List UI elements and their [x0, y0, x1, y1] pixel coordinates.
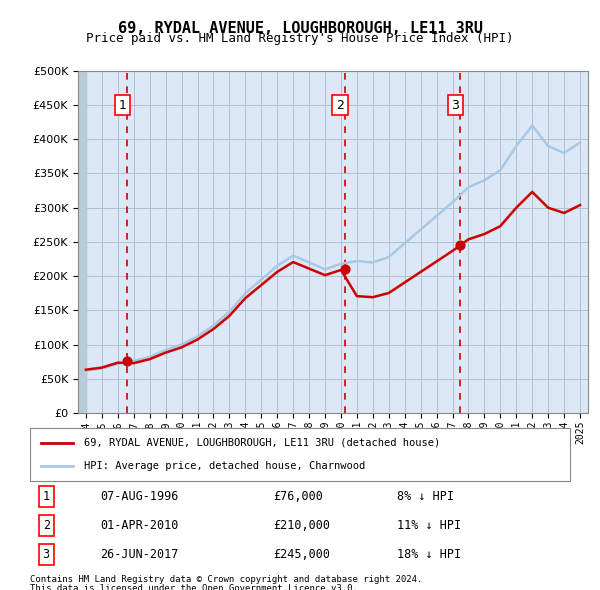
FancyBboxPatch shape	[30, 428, 570, 481]
Text: This data is licensed under the Open Government Licence v3.0.: This data is licensed under the Open Gov…	[30, 584, 358, 590]
Text: 8% ↓ HPI: 8% ↓ HPI	[397, 490, 454, 503]
Text: Contains HM Land Registry data © Crown copyright and database right 2024.: Contains HM Land Registry data © Crown c…	[30, 575, 422, 584]
Point	[455, 241, 465, 250]
Text: 2: 2	[336, 99, 344, 112]
Text: 1: 1	[43, 490, 50, 503]
Text: 69, RYDAL AVENUE, LOUGHBOROUGH, LE11 3RU: 69, RYDAL AVENUE, LOUGHBOROUGH, LE11 3RU	[118, 21, 482, 35]
Text: 1: 1	[119, 99, 127, 112]
Text: 18% ↓ HPI: 18% ↓ HPI	[397, 548, 461, 561]
Text: 01-APR-2010: 01-APR-2010	[100, 519, 179, 532]
Text: 3: 3	[451, 99, 460, 112]
Text: 07-AUG-1996: 07-AUG-1996	[100, 490, 179, 503]
Bar	[78, 71, 86, 413]
Text: 3: 3	[43, 548, 50, 561]
Text: £76,000: £76,000	[273, 490, 323, 503]
Text: Price paid vs. HM Land Registry's House Price Index (HPI): Price paid vs. HM Land Registry's House …	[86, 32, 514, 45]
Text: £245,000: £245,000	[273, 548, 330, 561]
Text: 2: 2	[43, 519, 50, 532]
Point	[122, 356, 132, 366]
Point	[340, 264, 350, 274]
Text: 11% ↓ HPI: 11% ↓ HPI	[397, 519, 461, 532]
Text: HPI: Average price, detached house, Charnwood: HPI: Average price, detached house, Char…	[84, 461, 365, 471]
Bar	[78, 71, 86, 413]
Text: 69, RYDAL AVENUE, LOUGHBOROUGH, LE11 3RU (detached house): 69, RYDAL AVENUE, LOUGHBOROUGH, LE11 3RU…	[84, 438, 440, 448]
Text: 26-JUN-2017: 26-JUN-2017	[100, 548, 179, 561]
Text: £210,000: £210,000	[273, 519, 330, 532]
